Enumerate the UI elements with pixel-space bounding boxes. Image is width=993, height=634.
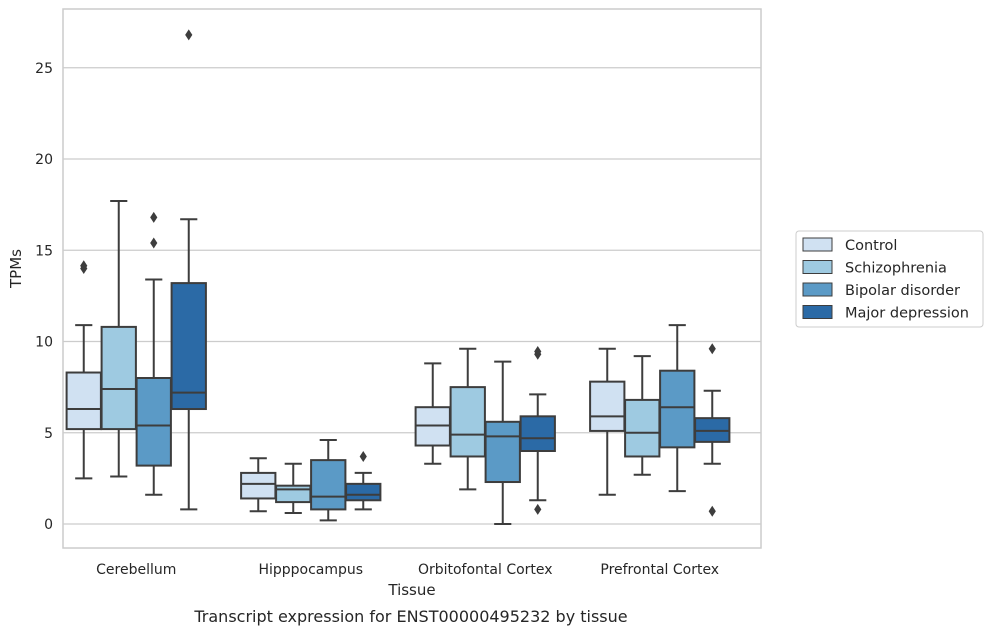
outlier-point	[359, 450, 367, 462]
iqr-box	[449, 386, 486, 458]
outlier-point	[80, 260, 88, 272]
y-tick-label: 15	[35, 243, 53, 259]
boxes	[65, 29, 731, 525]
box-major-depression	[345, 450, 382, 511]
legend: Control Schizophrenia Bipolar disorder Majo…	[795, 230, 984, 328]
iqr-box	[310, 459, 347, 511]
box-bipolar-disorder	[659, 324, 696, 493]
box-schizophrenia	[100, 199, 137, 478]
x-tick-label: Hipppocampus	[258, 562, 363, 578]
iqr-box	[484, 420, 521, 484]
legend-swatch	[802, 237, 833, 252]
iqr-box	[519, 415, 556, 453]
y-tick-label: 0	[44, 517, 53, 533]
x-axis-ticks: Cerebellum Hipppocampus Orbitofontal Corte…	[96, 562, 719, 578]
outlier-point	[534, 503, 542, 515]
outlier-point	[150, 211, 158, 223]
box-major-depression	[694, 343, 731, 517]
x-tick-label: Cerebellum	[96, 562, 176, 578]
box-control	[414, 362, 451, 465]
iqr-box	[65, 371, 102, 431]
box-major-depression	[519, 346, 556, 515]
iqr-box	[135, 377, 172, 467]
legend-frame	[795, 230, 984, 328]
legend-swatch	[802, 282, 833, 297]
iqr-box	[100, 325, 137, 431]
iqr-box	[240, 471, 277, 500]
chart-caption: Transcript expression for ENST0000049523…	[193, 607, 627, 626]
x-tick-label: Prefrontal Cortex	[600, 562, 719, 578]
y-tick-label: 25	[35, 61, 53, 77]
legend-label: Bipolar disorder	[845, 283, 960, 299]
box-control	[240, 457, 277, 513]
legend-swatch	[802, 305, 833, 319]
y-axis-ticks: 0 5 10 15 20 25	[35, 61, 53, 533]
box-schizophrenia	[275, 462, 312, 515]
x-axis-title: Tissue	[387, 581, 435, 599]
outlier-point	[534, 346, 542, 358]
box-control	[65, 260, 102, 480]
iqr-box	[345, 482, 382, 502]
iqr-box	[624, 398, 661, 458]
y-tick-label: 10	[35, 335, 53, 351]
box-schizophrenia	[449, 347, 486, 491]
x-tick-label: Orbitofontal Cortex	[418, 562, 553, 578]
outlier-point	[185, 29, 193, 41]
legend-label: Schizophrenia	[845, 261, 947, 277]
iqr-box	[659, 369, 696, 449]
outlier-point	[708, 343, 716, 355]
y-axis-title: TPMs	[7, 249, 25, 289]
box-bipolar-disorder	[484, 360, 521, 525]
box-schizophrenia	[624, 355, 661, 476]
box-bipolar-disorder	[310, 439, 347, 522]
iqr-box	[170, 282, 207, 411]
legend-label: Control	[845, 238, 897, 254]
legend-items: Control Schizophrenia Bipolar disorder Majo…	[802, 237, 969, 322]
outlier-point	[708, 505, 716, 517]
legend-label: Major depression	[845, 306, 969, 322]
legend-swatch	[802, 260, 833, 274]
plot-area-frame	[62, 8, 762, 549]
box-control	[589, 347, 626, 496]
y-tick-label: 20	[35, 152, 53, 168]
iqr-box	[275, 484, 312, 504]
y-tick-label: 5	[44, 426, 53, 442]
iqr-box	[589, 380, 626, 432]
box-major-depression	[170, 29, 207, 511]
box-bipolar-disorder	[135, 211, 172, 496]
outlier-point	[150, 237, 158, 249]
